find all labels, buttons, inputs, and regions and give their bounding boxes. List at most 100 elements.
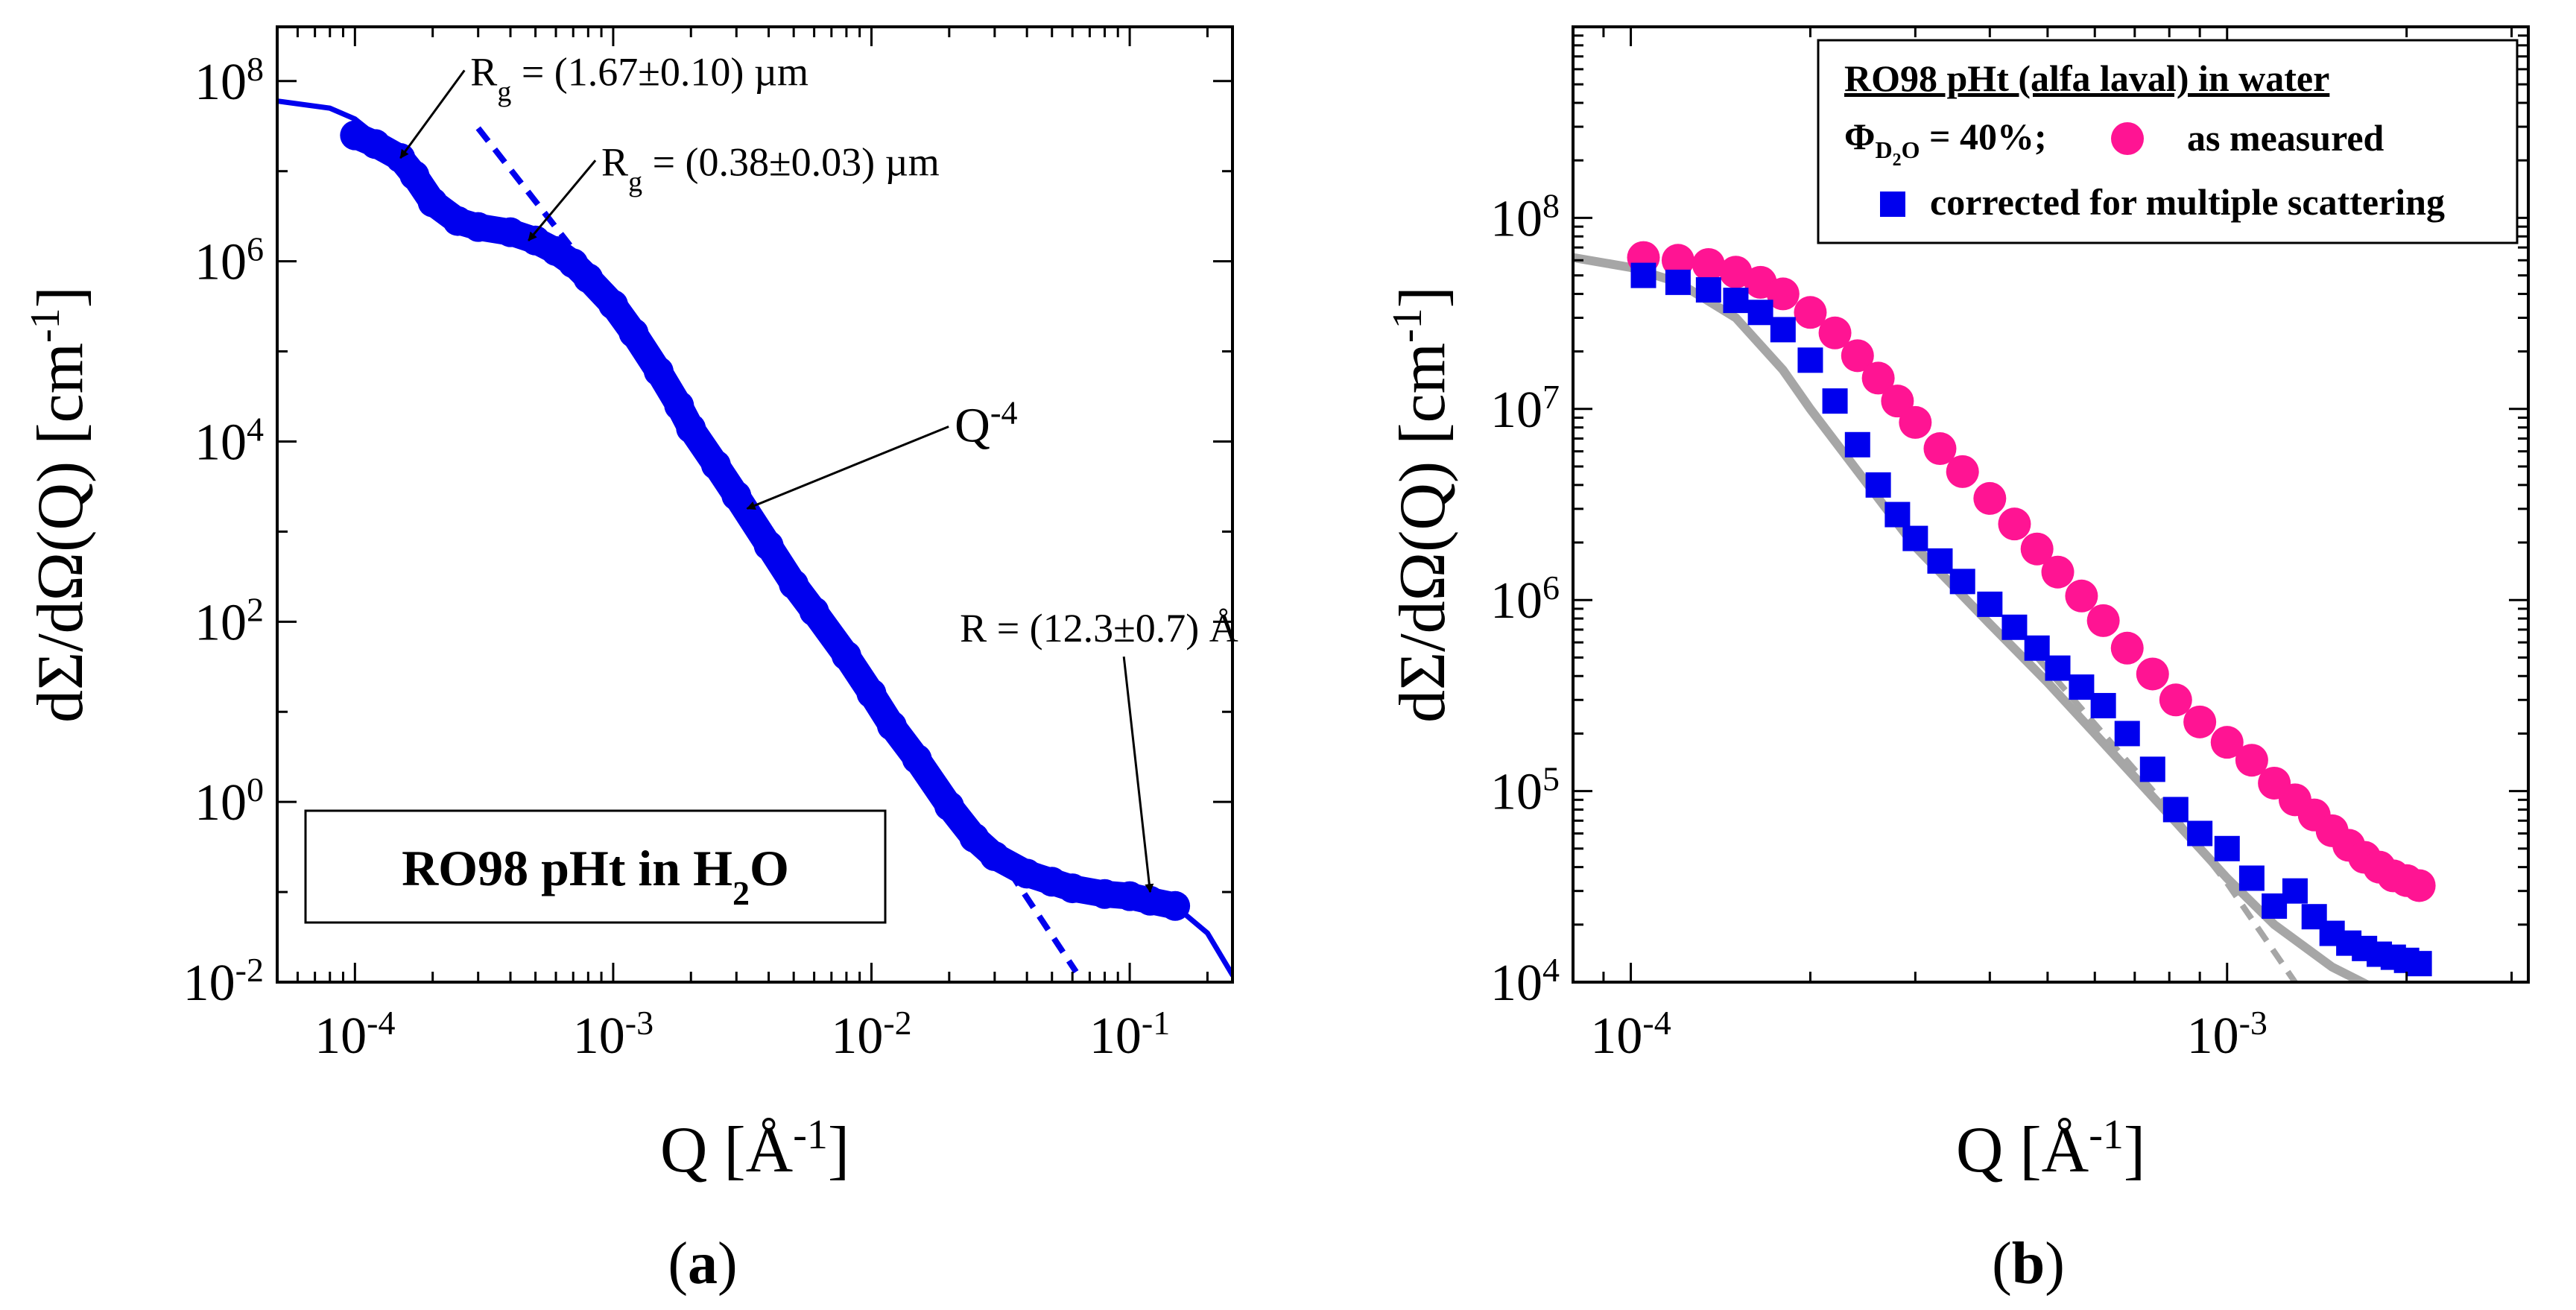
data-point-a: [1012, 858, 1042, 889]
panel-label-a: (a): [668, 1231, 737, 1297]
data-point-measured: [1661, 244, 1694, 277]
x-axis-label-a: Q [Å-1]: [660, 1112, 849, 1186]
annotation-arrow-2: [528, 159, 597, 241]
x-tick-label-a: 10-1: [1089, 1004, 1170, 1066]
data-point-measured: [1998, 507, 2031, 541]
y-tick-label-a: 10-2: [183, 951, 264, 1013]
y-tick-label-b: 104: [1490, 951, 1560, 1013]
data-point-corrected: [2406, 951, 2432, 977]
data-point-measured: [2159, 683, 2192, 717]
legend-marker-corrected: [1880, 192, 1905, 217]
data-point-a: [417, 187, 448, 218]
data-point-a: [959, 823, 990, 853]
data-point-corrected: [1865, 472, 1891, 498]
data-point-corrected: [1723, 288, 1749, 314]
data-point-measured: [1946, 455, 1979, 488]
y-tick-label-b: 107: [1490, 377, 1560, 439]
y-tick-label-a: 108: [194, 49, 264, 111]
data-point-corrected: [1665, 269, 1691, 295]
data-point-a: [360, 129, 390, 159]
data-point-a: [979, 841, 1010, 871]
data-point-corrected: [1822, 388, 1848, 414]
data-point-corrected: [1949, 569, 1975, 595]
legend-title-b: RO98 pHt (alfa laval) in water: [1844, 57, 2329, 99]
data-point-a: [573, 263, 604, 294]
data-point-measured: [1899, 405, 1932, 439]
x-tick-label-b: 10-3: [2187, 1004, 2268, 1066]
data-point-corrected: [1695, 276, 1721, 303]
legend-entry-measured: as measured: [2187, 117, 2384, 159]
y-tick-label-b: 106: [1490, 569, 1560, 630]
data-point-a: [1057, 873, 1088, 904]
data-point-corrected: [1927, 548, 1953, 574]
data-point-corrected: [2001, 614, 2028, 640]
plot-frame-a: [276, 25, 1234, 984]
data-point-a: [856, 678, 887, 709]
data-point-measured: [1794, 296, 1827, 329]
data-point-measured: [1766, 277, 1800, 311]
data-point-a: [676, 413, 706, 443]
data-point-corrected: [1797, 347, 1823, 373]
data-point-a: [831, 640, 861, 671]
data-point-measured: [2210, 726, 2244, 759]
x-axis-label-b: Q [Å-1]: [1956, 1112, 2145, 1186]
data-point-a: [721, 481, 752, 511]
legend-label-a: RO98 pHt in H2O: [402, 840, 789, 912]
data-point-a: [618, 317, 649, 348]
data-point-a: [753, 531, 784, 561]
data-point-a: [1089, 879, 1120, 909]
data-point-corrected: [2282, 878, 2308, 904]
dashed-line-b: [2034, 655, 2298, 982]
data-point-measured: [1841, 339, 1874, 373]
data-point-corrected: [2114, 721, 2140, 747]
legend-phi-b: ΦD2O = 40%;: [1844, 116, 2047, 170]
x-tick-label-a: 10-3: [573, 1004, 654, 1066]
data-point-measured: [2183, 705, 2217, 738]
data-point-a: [643, 356, 674, 387]
data-point-measured: [1692, 247, 1725, 281]
data-point-a: [495, 217, 525, 247]
data-point-measured: [1923, 432, 1957, 466]
data-band-a: [341, 121, 1189, 920]
data-point-measured: [2136, 657, 2169, 691]
y-tick-label-b: 105: [1490, 759, 1560, 821]
y-tick-label-a: 100: [194, 771, 264, 832]
legend-box-a: [304, 809, 887, 924]
data-point-corrected: [2069, 674, 2095, 700]
data-point-corrected: [1747, 300, 1773, 326]
data-point-corrected: [2090, 692, 2116, 718]
annotation-4: R = (12.3±0.7) Å: [960, 606, 1238, 651]
data-point-a: [902, 744, 932, 774]
data-point-corrected: [2238, 865, 2265, 891]
annotation-arrow-1: [399, 69, 466, 159]
data-point-a: [463, 212, 493, 242]
data-point-measured: [2041, 555, 2075, 589]
x-tick-label-b: 10-4: [1590, 1004, 1671, 1066]
data-point-corrected: [1884, 501, 1911, 528]
x-tick-label-a: 10-2: [831, 1004, 911, 1066]
panel-label-b: (b): [1992, 1231, 2065, 1297]
data-point-corrected: [1977, 591, 2003, 617]
legend-marker-measured: [2111, 122, 2144, 155]
data-point-a: [876, 710, 907, 741]
data-point-measured: [2086, 604, 2120, 637]
data-point-measured: [2065, 579, 2098, 613]
annotation-2: Rg = (0.38±0.03) µm: [601, 139, 940, 197]
y-tick-label-a: 104: [194, 410, 264, 472]
data-point-measured: [2235, 744, 2268, 777]
data-point-a: [700, 449, 731, 480]
data-point-corrected: [1770, 317, 1796, 343]
chart-panel-b: 10-4 10-3 104 105 106 107 108 RO98 pHt (alfa l…: [1384, 25, 2530, 1297]
annotation-1: Rg = (1.67±0.10) µm: [470, 49, 808, 107]
legend-box-b: [1817, 39, 2519, 244]
y-tick-label-a: 102: [194, 590, 264, 652]
data-point-a: [1160, 890, 1191, 921]
data-point-corrected: [1902, 525, 1928, 551]
legend-entry-corrected: corrected for multiple scattering: [1930, 181, 2445, 223]
data-point-corrected: [2214, 835, 2240, 861]
data-point-measured: [2402, 869, 2436, 902]
data-point-a: [779, 569, 809, 600]
data-point-corrected: [1630, 262, 1656, 288]
data-point-a: [664, 390, 694, 421]
y-tick-label-b: 108: [1490, 186, 1560, 248]
